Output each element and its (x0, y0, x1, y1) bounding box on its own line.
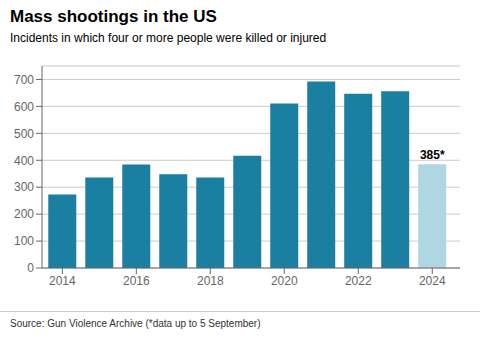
svg-text:100: 100 (14, 234, 34, 248)
svg-text:200: 200 (14, 207, 34, 221)
html-text:Mass shootings in the US: Mass shootings in the US (10, 7, 217, 26)
svg-text:700: 700 (14, 73, 34, 87)
svg-text:385*: 385* (420, 148, 445, 162)
svg-text:500: 500 (14, 127, 34, 141)
svg-text:2018: 2018 (197, 274, 224, 288)
svg-text:0: 0 (27, 261, 34, 275)
svg-text:300: 300 (14, 180, 34, 194)
svg-text:400: 400 (14, 154, 34, 168)
html-text:Source: Gun Violence Archive (: Source: Gun Violence Archive (*data up t… (10, 318, 261, 329)
svg-text:2024: 2024 (419, 274, 446, 288)
svg-text:600: 600 (14, 100, 34, 114)
html-text:Incidents in which four or mor: Incidents in which four or more people w… (10, 31, 327, 45)
svg-text:2016: 2016 (123, 274, 150, 288)
svg-text:2020: 2020 (271, 274, 298, 288)
svg-text:2014: 2014 (49, 274, 76, 288)
svg-text:2022: 2022 (345, 274, 372, 288)
